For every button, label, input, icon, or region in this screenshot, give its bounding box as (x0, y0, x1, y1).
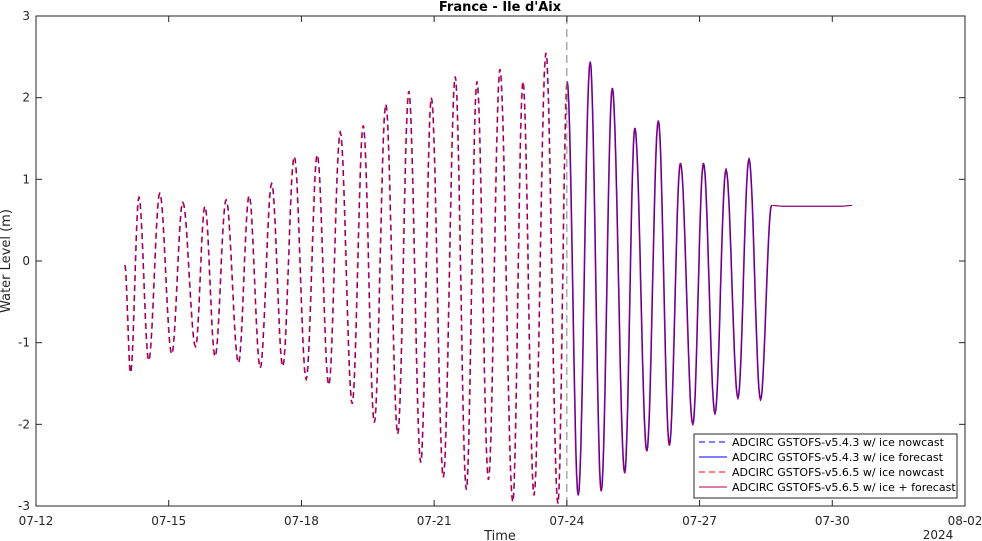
x-tick-label: 07-30 (815, 514, 850, 528)
legend-label: ADCIRC GSTOFS-v5.6.5 w/ ice + forecast (732, 481, 956, 494)
x-tick-label: 07-15 (151, 514, 186, 528)
plot-background (36, 16, 965, 506)
chart-title: France - Ile d'Aix (439, 0, 562, 15)
y-tick-label: -1 (18, 336, 30, 350)
legend: ADCIRC GSTOFS-v5.4.3 w/ ice nowcast ADCIR… (693, 433, 958, 499)
x-tick-label: 07-18 (284, 514, 319, 528)
series-line-4 (566, 61, 852, 496)
x-tick-label: 08-02 (948, 514, 982, 528)
series-line-1 (124, 52, 568, 504)
legend-label: ADCIRC GSTOFS-v5.4.3 w/ ice forecast (732, 451, 944, 464)
series-line-3 (124, 52, 568, 504)
tick-layer: 07-12 07-15 07-18 07-21 07-24 07-27 07-30 08-02… (18, 9, 982, 528)
x-tick-label: 07-24 (549, 514, 584, 528)
y-tick-label: -3 (18, 499, 30, 513)
y-tick-label: -2 (18, 417, 30, 431)
y-axis-title: Water Level (m) (0, 209, 14, 313)
y-tick-label: 2 (22, 91, 30, 105)
legend-items: ADCIRC GSTOFS-v5.4.3 w/ ice nowcast ADCIR… (699, 436, 956, 494)
y-tick-label: 1 (22, 172, 30, 186)
x-tick-label: 07-27 (682, 514, 717, 528)
legend-box (693, 433, 958, 499)
legend-label: ADCIRC GSTOFS-v5.4.3 w/ ice nowcast (732, 436, 945, 449)
x-tick-label: 07-12 (19, 514, 54, 528)
x-tick-label: 07-21 (417, 514, 452, 528)
y-tick-label: 0 (22, 254, 30, 268)
y-tick-label: 3 (22, 9, 30, 23)
legend-label: ADCIRC GSTOFS-v5.6.5 w/ ice nowcast (732, 466, 945, 479)
x-axis-year-label: 2024 (923, 528, 954, 541)
series-layer (124, 52, 852, 504)
x-axis-title: Time (483, 529, 516, 541)
